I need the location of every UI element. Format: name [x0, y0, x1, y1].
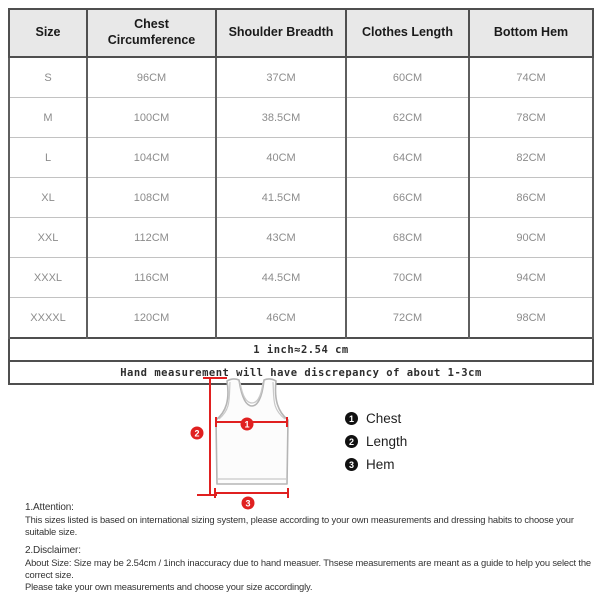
attention-title: 1.Attention:	[25, 502, 74, 513]
table-cell: XXL	[8, 217, 88, 258]
table-cell: 70CM	[345, 257, 470, 298]
table-cell: M	[8, 97, 88, 138]
disclaimer-body-line2: Please take your own measurements and ch…	[25, 581, 313, 592]
header-cell-length: Clothes Length	[345, 8, 470, 58]
marker-chest: 1	[240, 417, 254, 431]
legend-label: Chest	[366, 411, 402, 426]
table-cell: 82CM	[468, 137, 594, 178]
armhole-band-right	[272, 381, 286, 420]
footer-note-row: Hand measurement will have discrepancy o…	[8, 360, 594, 385]
table-cell: 44.5CM	[215, 257, 347, 298]
attention-body: This sizes listed is based on internatio…	[25, 514, 574, 537]
tank-top-diagram: 1 2 3	[190, 377, 289, 510]
table-cell: 66CM	[345, 177, 470, 218]
table-cell: XL	[8, 177, 88, 218]
header-row: Size Chest Circumference Shoulder Breadt…	[8, 8, 594, 58]
legend-item-length: 2 Length	[345, 434, 407, 449]
table-cell: 100CM	[86, 97, 217, 138]
size-table: Size Chest Circumference Shoulder Breadt…	[8, 8, 594, 385]
diagram-legend: 1 Chest 2 Length 3 Hem	[345, 411, 407, 472]
footer-note-row: 1 inch≈2.54 cm	[8, 337, 594, 362]
circled-number-icon: 1	[345, 412, 358, 425]
disclaimer-body-line1: About Size: Size may be 2.54cm / 1inch i…	[25, 557, 591, 580]
table-cell: 64CM	[345, 137, 470, 178]
marker-hem: 3	[241, 496, 255, 510]
legend-label: Length	[366, 434, 408, 449]
table-cell: 104CM	[86, 137, 217, 178]
table-cell: 112CM	[86, 217, 217, 258]
disclaimer-title: 2.Disclaimer:	[25, 545, 81, 556]
hem-measure-line	[214, 488, 289, 498]
svg-text:3: 3	[245, 498, 250, 508]
table-cell: 116CM	[86, 257, 217, 298]
table-cell: 60CM	[345, 56, 470, 98]
svg-text:2: 2	[194, 428, 199, 438]
table-row: XL 108CM 41.5CM 66CM 86CM	[8, 177, 594, 218]
table-row: XXXL 116CM 44.5CM 70CM 94CM	[8, 257, 594, 298]
legend-label: Hem	[366, 457, 395, 472]
header-cell-shoulder: Shoulder Breadth	[215, 8, 347, 58]
table-row: L 104CM 40CM 64CM 82CM	[8, 137, 594, 178]
table-cell: 46CM	[215, 297, 347, 339]
table-cell: 120CM	[86, 297, 217, 339]
hand-measurement-note: Hand measurement will have discrepancy o…	[8, 360, 594, 385]
header-cell-size: Size	[8, 8, 88, 58]
neckline-band	[239, 381, 264, 404]
table-cell: 74CM	[468, 56, 594, 98]
notes-section: 1.Attention: This sizes listed is based …	[25, 502, 597, 600]
legend-item-hem: 3 Hem	[345, 457, 407, 472]
svg-text:1: 1	[244, 419, 249, 429]
marker-length: 2	[190, 426, 204, 440]
length-measure-line	[197, 377, 227, 496]
table-cell: S	[8, 56, 88, 98]
header-cell-hem: Bottom Hem	[468, 8, 594, 58]
table-cell: 62CM	[345, 97, 470, 138]
circled-number-icon: 3	[345, 458, 358, 471]
table-row: M 100CM 38.5CM 62CM 78CM	[8, 97, 594, 138]
table-row: XXXXL 120CM 46CM 72CM 98CM	[8, 297, 594, 339]
table-cell: 90CM	[468, 217, 594, 258]
header-cell-chest: Chest Circumference	[86, 8, 217, 58]
table-cell: 72CM	[345, 297, 470, 339]
table-cell: 96CM	[86, 56, 217, 98]
inch-conversion-note: 1 inch≈2.54 cm	[8, 337, 594, 362]
garment-outline	[215, 378, 289, 485]
table-cell: L	[8, 137, 88, 178]
table-cell: 86CM	[468, 177, 594, 218]
table-cell: 78CM	[468, 97, 594, 138]
measurement-lines: 1 2 3	[190, 377, 289, 510]
table-cell: 98CM	[468, 297, 594, 339]
table-cell: XXXL	[8, 257, 88, 298]
table-cell: 108CM	[86, 177, 217, 218]
table-cell: 38.5CM	[215, 97, 347, 138]
table-cell: 43CM	[215, 217, 347, 258]
armhole-band-left	[218, 381, 231, 420]
table-cell: 68CM	[345, 217, 470, 258]
table-cell: XXXXL	[8, 297, 88, 339]
table-row: XXL 112CM 43CM 68CM 90CM	[8, 217, 594, 258]
legend-item-chest: 1 Chest	[345, 411, 407, 426]
table-cell: 40CM	[215, 137, 347, 178]
table-cell: 94CM	[468, 257, 594, 298]
table-cell: 37CM	[215, 56, 347, 98]
table-cell: 41.5CM	[215, 177, 347, 218]
table-row: S 96CM 37CM 60CM 74CM	[8, 56, 594, 98]
circled-number-icon: 2	[345, 435, 358, 448]
